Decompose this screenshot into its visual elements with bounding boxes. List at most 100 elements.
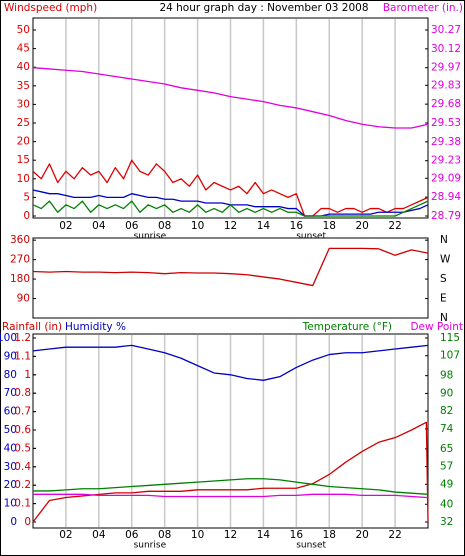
- y-tick-label: N: [440, 234, 448, 246]
- y-tick-label: 40: [17, 61, 30, 73]
- x-tick-label: 22: [388, 529, 401, 541]
- y-tick-label: 0.8: [14, 387, 31, 399]
- y-tick-label: 100: [0, 332, 17, 344]
- y-tick-label: 1.1: [14, 350, 31, 362]
- y-tick-label: E: [440, 293, 447, 305]
- x-tick-label: 20: [355, 529, 368, 541]
- plot-frame: [32, 237, 429, 319]
- series-line: [32, 67, 429, 129]
- x-tick-label: 16: [290, 529, 304, 541]
- series-line: [32, 247, 429, 287]
- y-tick-label: 20: [4, 479, 17, 491]
- y-tick-label: 29.09: [431, 172, 461, 184]
- x-tick-label: 20: [355, 220, 368, 232]
- y-tick-label: 20: [17, 136, 30, 148]
- y-tick-label: 1: [24, 369, 31, 381]
- y-tick-label: 360: [10, 234, 30, 246]
- y-tick-label: 115: [440, 332, 460, 344]
- x-tick-label: 02: [59, 220, 72, 232]
- legend-entry: Barometer (in.): [383, 2, 463, 14]
- y-tick-label: 40: [4, 442, 17, 454]
- y-tick-label: 28.94: [431, 191, 461, 203]
- y-tick-label: 29.97: [431, 62, 461, 74]
- y-tick-label: 29.23: [431, 155, 461, 167]
- x-tick-label: 14: [257, 220, 271, 232]
- series-line: [32, 200, 429, 217]
- y-tick-label: 0.6: [14, 424, 31, 436]
- y-tick-label: 98: [440, 370, 453, 382]
- legend-entry: Humidity %: [65, 321, 126, 333]
- y-tick-label: 30: [17, 98, 30, 110]
- annotation: sunrise: [134, 232, 167, 242]
- y-tick-label: 45: [17, 43, 30, 55]
- y-tick-label: 90: [17, 293, 30, 305]
- annotation: sunset: [296, 232, 326, 242]
- x-tick-label: 22: [388, 220, 401, 232]
- y-tick-label: 5: [23, 191, 30, 203]
- y-tick-label: 80: [4, 369, 17, 381]
- x-tick-label: 08: [158, 220, 171, 232]
- series-line: [33, 493, 429, 499]
- x-tick-label: 04: [92, 529, 106, 541]
- x-tick-label: 08: [158, 529, 171, 541]
- y-tick-label: 0: [10, 516, 17, 528]
- y-tick-label: 50: [17, 24, 30, 36]
- series-line: [33, 478, 429, 495]
- y-tick-label: 60: [4, 406, 17, 418]
- annotation: sunset: [296, 541, 326, 551]
- y-tick-label: 65: [440, 443, 453, 455]
- y-tick-label: 50: [4, 424, 17, 436]
- y-tick-label: 30: [4, 461, 17, 473]
- y-tick-label: S: [440, 273, 447, 285]
- series-line: [32, 159, 429, 217]
- y-tick-label: 25: [17, 117, 30, 129]
- y-tick-label: 0: [24, 516, 31, 528]
- series-line: [32, 421, 429, 523]
- x-tick-label: 06: [125, 220, 139, 232]
- series-line: [32, 344, 429, 381]
- y-tick-label: 0.5: [14, 442, 31, 454]
- y-tick-label: 180: [10, 273, 30, 285]
- legend-entry: Dew Point: [410, 321, 463, 333]
- chart-title: 24 hour graph day : November 03 2008: [159, 2, 368, 14]
- y-tick-label: 90: [4, 350, 17, 362]
- y-tick-label: 0.4: [14, 461, 31, 473]
- x-tick-label: 12: [224, 529, 237, 541]
- y-tick-label: 15: [17, 154, 30, 166]
- y-tick-label: W: [440, 254, 451, 266]
- annotation: sunrise: [134, 541, 167, 551]
- x-tick-label: 14: [257, 529, 271, 541]
- x-tick-label: 02: [59, 529, 72, 541]
- y-tick-label: 10: [17, 173, 30, 185]
- y-tick-label: 32: [440, 516, 453, 528]
- y-tick-label: 90: [440, 387, 453, 399]
- x-tick-label: 12: [224, 220, 237, 232]
- y-tick-label: 74: [440, 423, 454, 435]
- legend-entry: Rainfall (in): [2, 321, 62, 333]
- y-tick-label: 30.12: [431, 43, 461, 55]
- y-tick-label: 30.27: [431, 24, 461, 36]
- y-tick-label: 57: [440, 461, 453, 473]
- y-tick-label: 10: [4, 498, 17, 510]
- x-tick-label: 06: [125, 529, 139, 541]
- y-tick-label: 0: [23, 210, 30, 222]
- y-tick-label: 29.83: [431, 79, 461, 91]
- y-tick-label: 0.2: [14, 479, 31, 491]
- y-tick-label: 28.79: [431, 210, 461, 222]
- x-tick-label: 16: [290, 220, 304, 232]
- y-tick-label: 29.38: [431, 136, 461, 148]
- x-tick-label: 18: [323, 220, 336, 232]
- y-tick-label: 40: [440, 498, 453, 510]
- x-tick-label: 10: [191, 220, 204, 232]
- legend-entry: Temperature (°F): [302, 321, 392, 333]
- y-tick-label: 270: [10, 254, 30, 266]
- x-tick-label: 04: [92, 220, 106, 232]
- y-tick-label: 49: [440, 478, 453, 490]
- y-axis-label: Windspeed (mph): [4, 2, 97, 14]
- y-tick-label: 82: [440, 405, 453, 417]
- y-tick-label: 1.2: [14, 332, 31, 344]
- y-tick-label: 107: [440, 350, 460, 362]
- x-tick-label: 10: [191, 529, 204, 541]
- y-tick-label: 70: [4, 387, 17, 399]
